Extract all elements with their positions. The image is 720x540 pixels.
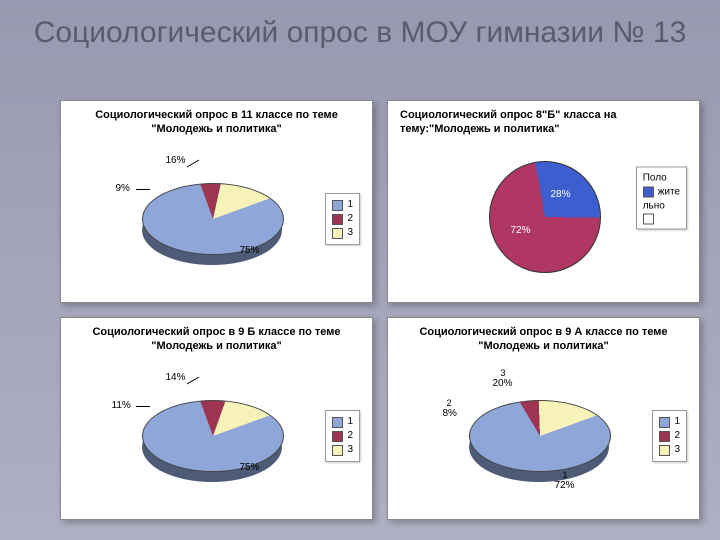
chart-11-legend: 1 2 3: [325, 193, 360, 245]
chart-11-body: 75% 9% 16% 1 2 3: [69, 143, 364, 297]
swatch-icon: [643, 213, 654, 224]
chart-9a-legend: 1 2 3: [652, 410, 687, 462]
chart-9b-body: 75% 11% 14% 1 2 3: [69, 360, 364, 514]
chart-9b-card: Социологический опрос в 9 Б классе по те…: [60, 317, 373, 520]
chart-11-label-1: 75%: [240, 245, 260, 256]
swatch-icon: [643, 187, 654, 198]
chart-9b-legend: 1 2 3: [325, 410, 360, 462]
legend-label: 1: [347, 198, 353, 212]
chart-9a-cat-1: 1: [563, 470, 568, 480]
swatch-icon: [332, 445, 343, 456]
page-title: Социологический опрос в МОУ гимназии № 1…: [0, 0, 720, 52]
chart-9a-body: 1 72% 2 8% 3 20% 1 2 3: [396, 360, 691, 514]
swatch-icon: [332, 228, 343, 239]
chart-9a-label-3: 20%: [493, 378, 513, 389]
swatch-icon: [659, 431, 670, 442]
chart-grid: Социологический опрос в 11 классе по тем…: [60, 100, 700, 520]
legend-row: 2: [659, 429, 680, 443]
legend-label: жите: [658, 185, 680, 199]
chart-8b-label-1: 28%: [551, 189, 571, 200]
legend-row: Поло: [643, 171, 680, 185]
chart-8b-body: 28% 72% Поло жите льно: [396, 143, 691, 297]
legend-row: [643, 213, 680, 224]
chart-9b-pie: 75% 11% 14%: [122, 376, 312, 496]
legend-row: 1: [659, 415, 680, 429]
chart-9b-title: Социологический опрос в 9 Б классе по те…: [69, 324, 364, 360]
chart-9b-label-3: 14%: [166, 372, 186, 383]
legend-row: 3: [659, 443, 680, 457]
chart-8b-pie: 28% 72%: [449, 159, 639, 279]
chart-9a-title: Социологический опрос в 9 А классе по те…: [396, 324, 691, 360]
swatch-icon: [659, 417, 670, 428]
chart-9a-pie: 1 72% 2 8% 3 20%: [449, 376, 639, 496]
legend-label: 1: [347, 415, 353, 429]
chart-8b-label-2: 72%: [511, 225, 531, 236]
chart-8b-title: Социологический опрос 8"Б" класса на тем…: [396, 107, 691, 143]
legend-label: 1: [674, 415, 680, 429]
legend-label: 2: [347, 212, 353, 226]
legend-label: 3: [674, 443, 680, 457]
legend-label: 2: [674, 429, 680, 443]
legend-row: жите: [643, 185, 680, 199]
legend-row: 3: [332, 443, 353, 457]
chart-9a-label-1: 72%: [555, 480, 575, 491]
chart-8b-legend: Поло жите льно: [636, 166, 687, 229]
legend-label: 3: [347, 226, 353, 240]
legend-label: 3: [347, 443, 353, 457]
legend-row: 2: [332, 429, 353, 443]
swatch-icon: [659, 445, 670, 456]
legend-row: 1: [332, 415, 353, 429]
legend-label: Поло: [643, 171, 667, 185]
chart-9a-cat-3: 3: [501, 368, 506, 378]
legend-row: льно: [643, 199, 680, 213]
chart-8b-card: Социологический опрос 8"Б" класса на тем…: [387, 100, 700, 303]
legend-row: 2: [332, 212, 353, 226]
chart-11-title: Социологический опрос в 11 классе по тем…: [69, 107, 364, 143]
swatch-icon: [332, 417, 343, 428]
chart-9b-label-2: 11%: [112, 400, 131, 411]
legend-row: 3: [332, 226, 353, 240]
swatch-icon: [332, 431, 343, 442]
chart-11-label-2: 9%: [116, 183, 130, 194]
swatch-icon: [332, 200, 343, 211]
chart-9a-card: Социологический опрос в 9 А классе по те…: [387, 317, 700, 520]
swatch-icon: [332, 214, 343, 225]
legend-label: 2: [347, 429, 353, 443]
legend-row: 1: [332, 198, 353, 212]
chart-11-card: Социологический опрос в 11 классе по тем…: [60, 100, 373, 303]
chart-9b-label-1: 75%: [240, 462, 260, 473]
chart-11-label-3: 16%: [166, 155, 186, 166]
chart-11-pie: 75% 9% 16%: [122, 159, 312, 279]
legend-label: льно: [643, 199, 665, 213]
chart-9a-label-2: 8%: [443, 408, 457, 419]
slide: { "title": "Социологический опрос в МОУ …: [0, 0, 720, 540]
chart-9a-cat-2: 2: [447, 398, 452, 408]
